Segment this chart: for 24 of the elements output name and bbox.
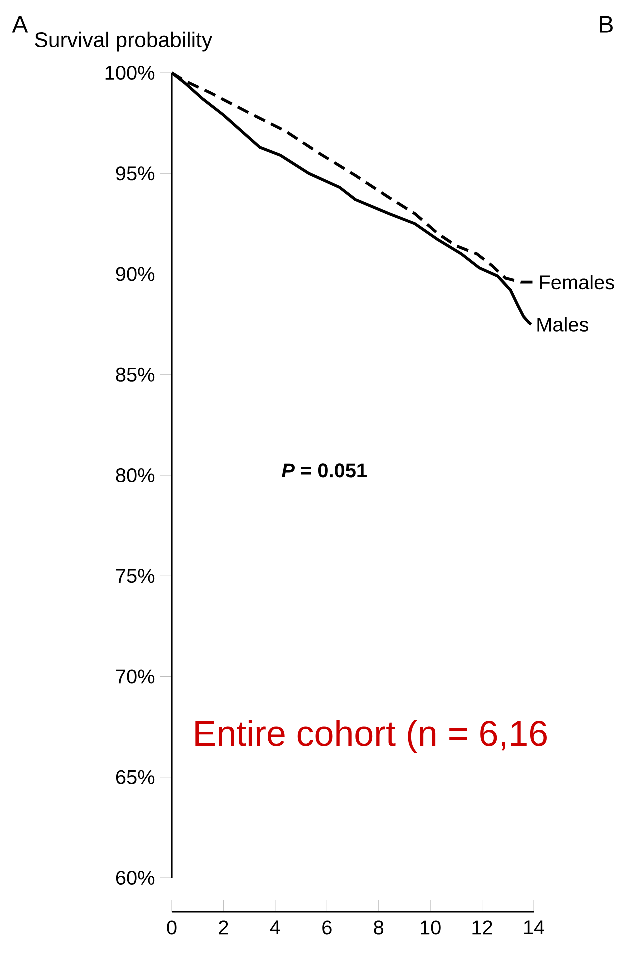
x-tick-label: 2 [219, 920, 228, 935]
y-tick-label: 70% [116, 670, 155, 684]
text: B [600, 16, 613, 33]
annotation: Entire cohort (n = 6,16 [196, 720, 547, 754]
annotation: P = 0.051 [282, 464, 367, 478]
x-tick-label: 8 [374, 920, 384, 935]
x-tick-label: 10 [421, 920, 441, 935]
x-tick-label: 6 [322, 920, 332, 935]
y-tick-label: 75% [116, 569, 155, 584]
y-tick-label: 65% [116, 770, 155, 784]
x-tick-label: 0 [167, 920, 177, 935]
y-tick-label: 80% [116, 468, 155, 483]
series-label: Males [538, 317, 589, 332]
text: A [12, 16, 28, 33]
x-tick-label: 14 [524, 920, 544, 934]
x-tick-label: 12 [472, 920, 492, 935]
series-label: Females [540, 274, 614, 290]
y-tick-label: 100% [106, 66, 155, 80]
y-tick-label: 60% [116, 870, 155, 886]
y-axis-title: Survival probability [35, 32, 213, 52]
y-tick-label: 90% [116, 267, 155, 282]
y-tick-label: 95% [116, 166, 155, 181]
x-tick-label: 4 [270, 920, 280, 934]
y-tick-label: 85% [116, 368, 155, 382]
